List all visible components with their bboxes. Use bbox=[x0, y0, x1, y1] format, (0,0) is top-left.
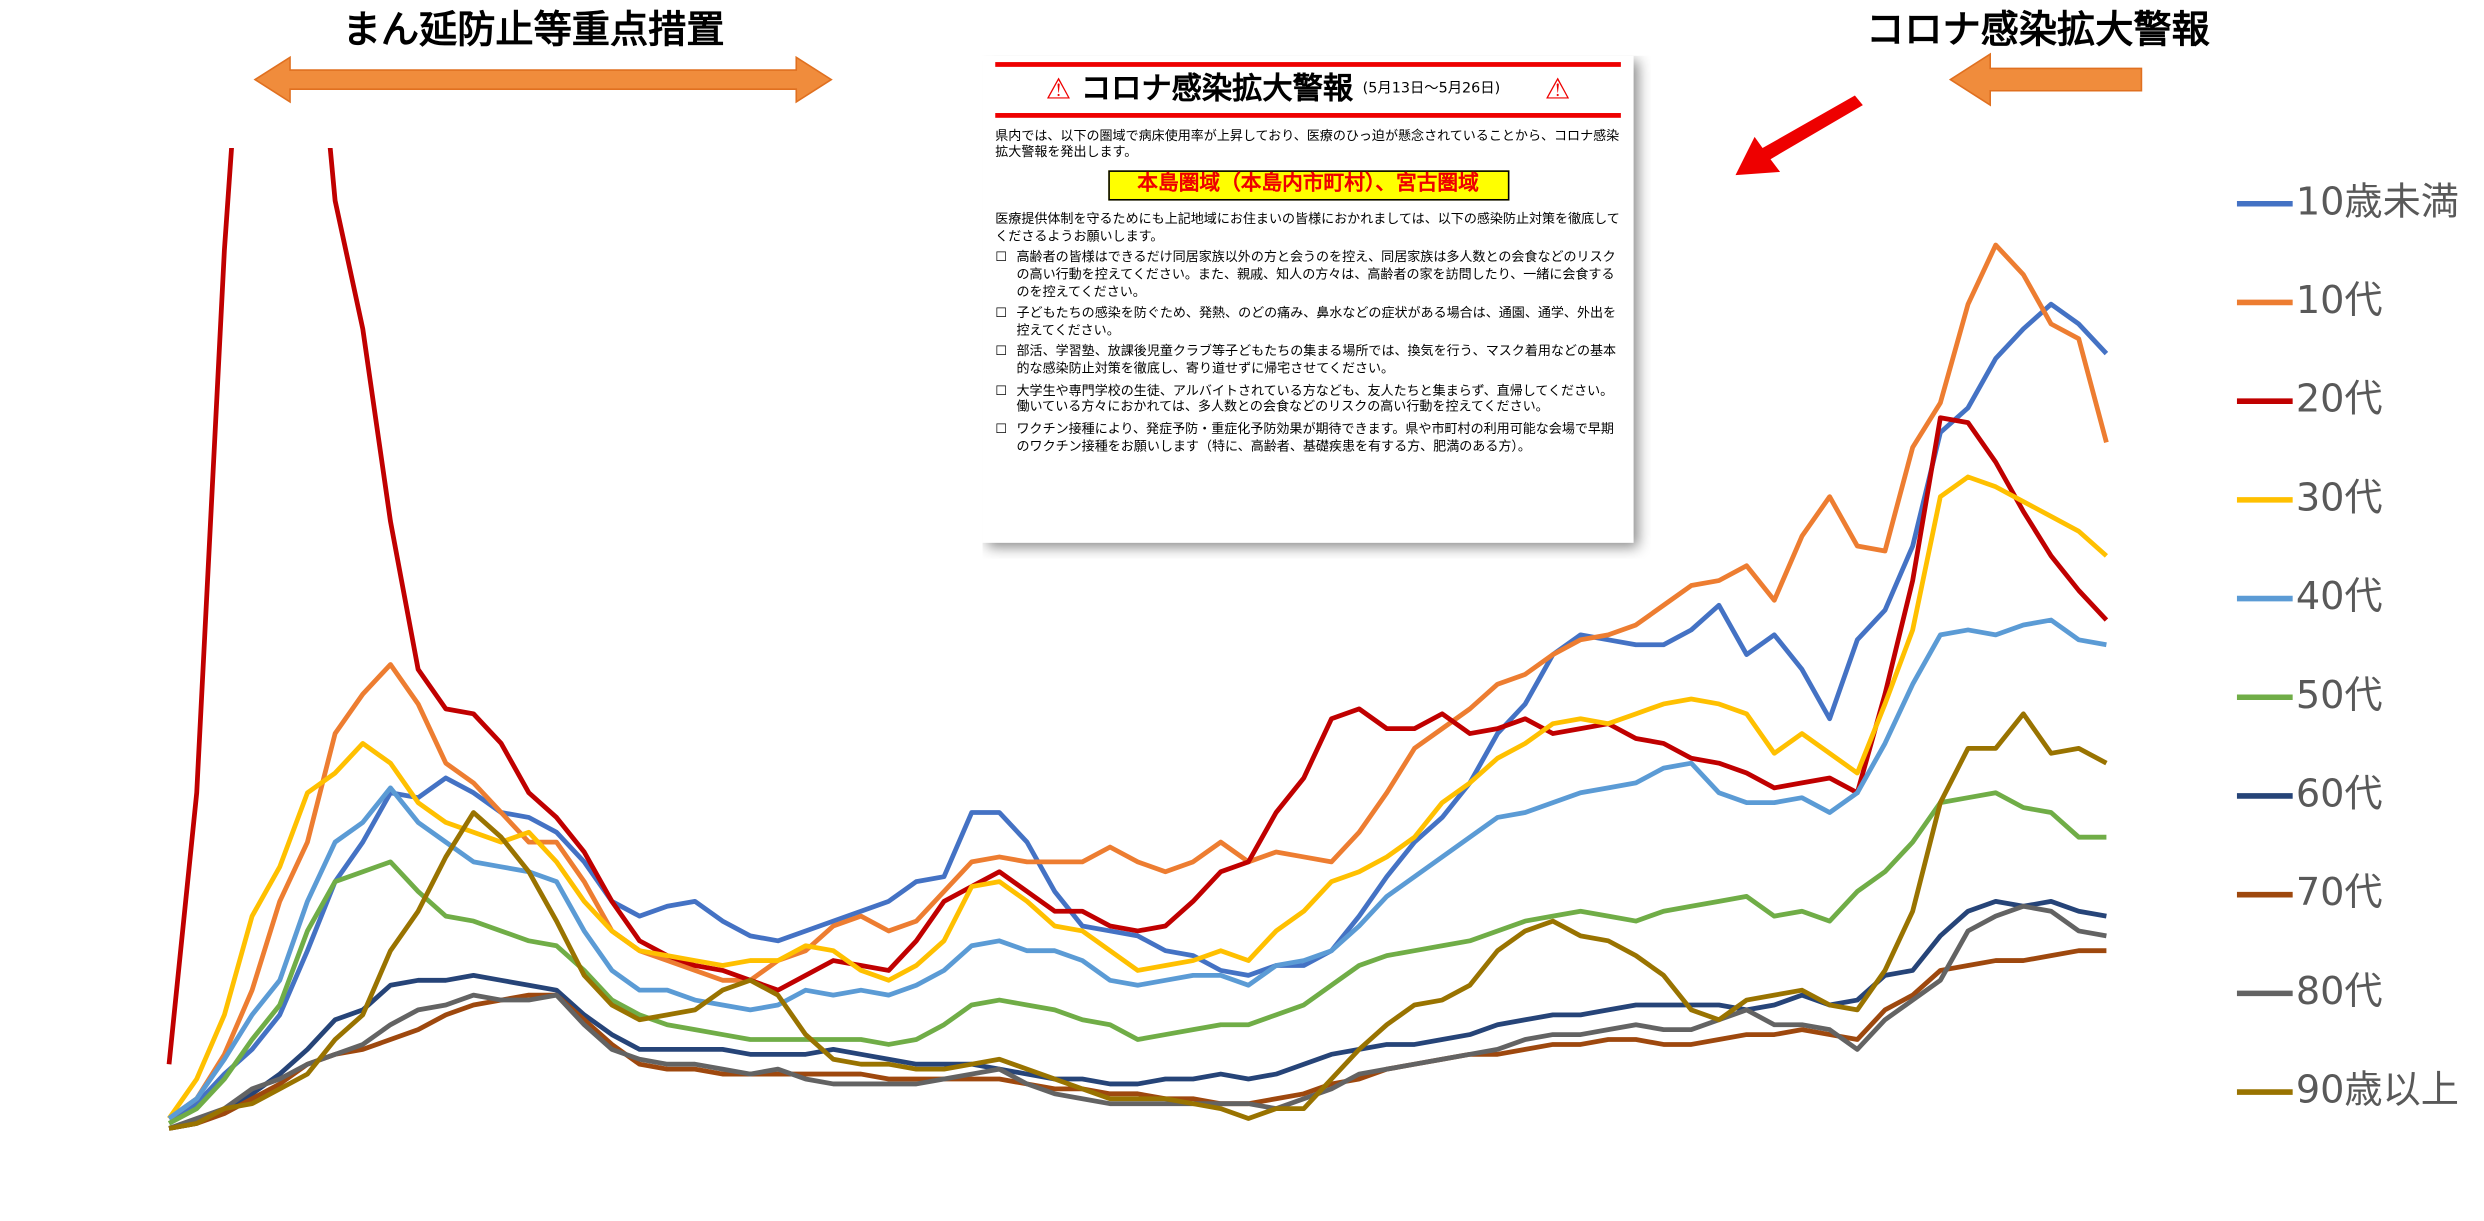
poster-item-text: 高齢者の皆様はできるだけ同居家族以外の方と会うのを控え、同居家族は多人数との会食… bbox=[1016, 248, 1616, 299]
measure-arrow bbox=[253, 55, 833, 104]
legend-label: 70代 bbox=[2296, 871, 2383, 915]
poster-period: (5月13日～5月26日) bbox=[1362, 80, 1501, 97]
poster-frame: ⚠ コロナ感染拡大警報 (5月13日～5月26日) ⚠ 県内では、以下の圏域で病… bbox=[982, 55, 1634, 543]
series-line bbox=[168, 711, 2108, 1131]
legend-label: 10歳未満 bbox=[2296, 180, 2459, 224]
alert-arrow bbox=[1948, 52, 2143, 107]
legend-label: 90歳以上 bbox=[2296, 1069, 2459, 1113]
measure-label: まん延防止等重点措置 bbox=[343, 8, 725, 52]
poster-intro: 県内では、以下の圏域で病床使用率が上昇しており、医療のひっ迫が懸念されていること… bbox=[995, 126, 1620, 160]
legend-label: 20代 bbox=[2296, 378, 2383, 422]
legend-label: 30代 bbox=[2296, 476, 2383, 520]
poster-item-text: 大学生や専門学校の生徒、アルバイトされている方なども、友人たちと集まらず、直帰し… bbox=[1016, 381, 1614, 415]
legend-label: 80代 bbox=[2296, 970, 2383, 1014]
poster-item: ☐ 部活、学習塾、放課後児童クラブ等子どもたちの集まる場所では、換気を行う、マスク… bbox=[995, 343, 1621, 377]
checkbox: ☐ bbox=[995, 343, 1007, 359]
series-line bbox=[168, 948, 2107, 1131]
poster-items: ☐ 高齢者の皆様はできるだけ同居家族以外の方と会うのを控え、同居家族は多人数との会… bbox=[995, 249, 1621, 455]
series-line bbox=[167, 474, 2108, 1120]
legend-label: 50代 bbox=[2296, 674, 2383, 718]
series-line bbox=[168, 903, 2107, 1131]
series-line bbox=[167, 617, 2107, 1121]
poster-item-text: ワクチン接種により、発症予防・重症化予防効果が期待できます。県や市町村の利用可能… bbox=[1016, 420, 1614, 454]
legend-label: 10代 bbox=[2296, 279, 2383, 323]
series-line bbox=[167, 790, 2107, 1126]
poster-area: 本島圏域（本島内市町村）、宮古圏域 bbox=[1107, 170, 1509, 201]
warn-icon: ⚠ bbox=[1045, 72, 1072, 107]
poster-item: ☐ 大学生や専門学校の生徒、アルバイトされている方なども、友人たちと集まらず、直帰… bbox=[995, 382, 1621, 416]
poster-item: ☐ ワクチン接種により、発症予防・重症化予防効果が期待できます。県や市町村の利用可… bbox=[995, 420, 1621, 454]
poster-item-text: 部活、学習塾、放課後児童クラブ等子どもたちの集まる場所では、換気を行う、マスク着… bbox=[1016, 343, 1617, 376]
legend-label: 40代 bbox=[2296, 575, 2383, 619]
poster-pointer bbox=[1735, 95, 1863, 176]
poster-item-text: 子どもたちの感染を防ぐため、発熱、のどの痛み、鼻水などの症状がある場合は、通園、… bbox=[1016, 304, 1617, 338]
checkbox: ☐ bbox=[995, 420, 1007, 437]
legend-label: 60代 bbox=[2296, 772, 2383, 816]
poster-title: コロナ感染拡大警報 bbox=[1080, 71, 1354, 107]
checkbox: ☐ bbox=[995, 304, 1007, 321]
warn-icon: ⚠ bbox=[1544, 72, 1571, 107]
poster-item: ☐ 子どもたちの感染を防ぐため、発熱、のどの痛み、鼻水などの症状がある場合は、通園… bbox=[995, 304, 1621, 338]
poster: ⚠ コロナ感染拡大警報 (5月13日～5月26日) ⚠ 県内では、以下の圏域で病… bbox=[982, 55, 1634, 543]
series-line bbox=[168, 898, 2107, 1131]
checkbox: ☐ bbox=[995, 248, 1007, 265]
poster-header: ⚠ コロナ感染拡大警報 (5月13日～5月26日) ⚠ bbox=[995, 62, 1621, 118]
series-line bbox=[166, 148, 2109, 1065]
alert-label: コロナ感染拡大警報 bbox=[1866, 8, 2210, 52]
checkbox: ☐ bbox=[995, 381, 1007, 398]
poster-item: ☐ 高齢者の皆様はできるだけ同居家族以外の方と会うのを控え、同居家族は多人数との会… bbox=[995, 249, 1621, 300]
poster-request: 医療提供体制を守るためにも上記地域にお住まいの皆様におかれましては、以下の感染防… bbox=[995, 209, 1620, 243]
series-line bbox=[167, 242, 2109, 1121]
